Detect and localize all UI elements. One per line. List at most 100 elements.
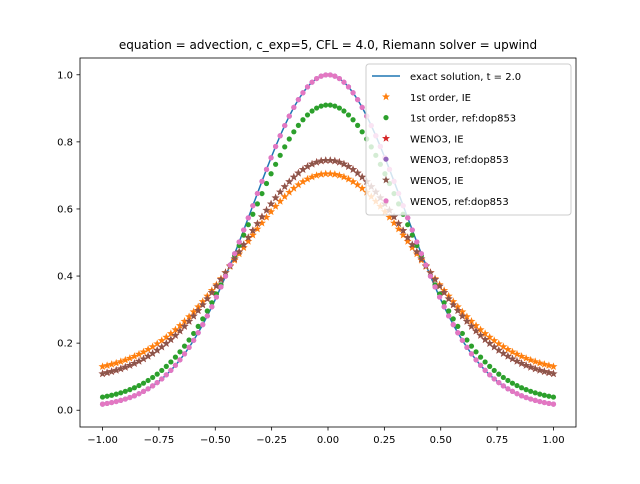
data-point xyxy=(335,158,344,166)
data-point xyxy=(145,386,151,392)
data-point xyxy=(98,362,107,370)
data-point xyxy=(314,105,320,111)
data-point xyxy=(462,312,471,321)
data-point xyxy=(455,323,461,329)
data-point xyxy=(280,182,289,191)
data-point xyxy=(159,376,165,382)
data-point xyxy=(513,357,522,365)
data-point xyxy=(267,199,276,208)
data-point xyxy=(453,306,462,314)
data-point xyxy=(522,361,531,369)
data-point xyxy=(509,388,516,395)
data-point xyxy=(477,354,484,360)
data-point xyxy=(435,281,444,290)
data-point xyxy=(537,391,543,397)
data-point xyxy=(353,180,362,189)
data-point xyxy=(473,349,479,355)
data-point xyxy=(450,316,456,322)
data-point xyxy=(262,206,271,214)
data-point xyxy=(157,336,166,344)
data-point xyxy=(212,281,221,290)
data-point xyxy=(168,359,174,365)
data-point xyxy=(259,178,265,184)
data-point xyxy=(309,79,315,85)
data-point xyxy=(185,317,194,325)
data-point xyxy=(526,355,535,364)
legend-item: 1st order, ref:dop853 xyxy=(383,114,516,125)
legend-swatch xyxy=(382,134,390,142)
data-point xyxy=(273,161,279,167)
data-point xyxy=(286,136,292,142)
data-point xyxy=(262,213,271,221)
data-point xyxy=(323,102,329,108)
data-point xyxy=(518,393,525,399)
data-point xyxy=(544,368,553,377)
data-point xyxy=(239,243,248,251)
data-point xyxy=(195,330,201,336)
data-point xyxy=(349,177,358,186)
data-point xyxy=(121,363,130,371)
data-point xyxy=(268,155,274,161)
data-point xyxy=(312,158,321,166)
data-point xyxy=(107,360,116,368)
data-point xyxy=(453,302,462,311)
data-point xyxy=(408,243,417,251)
legend-item: WENO5, IE xyxy=(382,175,464,187)
x-tick-label: −0.75 xyxy=(144,435,175,446)
data-point xyxy=(180,317,189,325)
data-point xyxy=(230,254,239,263)
legend-item: WENO3, ref:dop853 xyxy=(383,155,509,166)
legend-swatch xyxy=(383,156,389,162)
data-point xyxy=(500,383,506,389)
legend-item: 1st order, IE xyxy=(382,92,471,104)
data-point xyxy=(517,352,526,360)
data-point xyxy=(418,251,424,257)
x-tick-label: 0.25 xyxy=(373,435,395,446)
data-point xyxy=(464,344,470,350)
data-point xyxy=(546,393,552,399)
data-point xyxy=(321,156,330,164)
data-point xyxy=(423,262,429,268)
data-point xyxy=(172,354,179,360)
x-tick-label: 0.50 xyxy=(430,435,452,446)
axes: −1.00 −0.75 −0.50 −0.25 0.00 0.25 0.50 0.75 1.00… xyxy=(57,57,577,446)
data-point xyxy=(194,302,203,311)
data-point xyxy=(464,337,470,343)
data-point xyxy=(248,230,257,239)
data-point xyxy=(399,230,408,239)
data-point xyxy=(496,371,502,377)
data-point xyxy=(505,377,511,384)
data-point xyxy=(350,117,356,123)
data-point xyxy=(473,357,479,363)
data-point xyxy=(344,174,353,183)
data-point xyxy=(280,192,289,201)
data-point xyxy=(175,321,184,329)
x-tick-label: 0.75 xyxy=(486,435,508,446)
data-point xyxy=(285,188,294,196)
legend-label: 1st order, IE xyxy=(410,93,471,104)
data-point xyxy=(257,212,266,221)
data-point xyxy=(277,133,283,139)
data-point xyxy=(345,112,352,118)
data-point xyxy=(517,359,526,367)
data-point xyxy=(403,237,412,245)
data-point xyxy=(450,322,456,328)
legend-label: WENO5, ref:dop853 xyxy=(410,197,509,208)
data-point xyxy=(127,394,133,401)
data-point xyxy=(490,336,499,344)
data-point xyxy=(171,325,180,334)
data-point xyxy=(250,211,256,217)
data-point xyxy=(308,172,317,181)
data-point xyxy=(194,306,203,314)
data-point xyxy=(131,385,138,391)
data-point xyxy=(289,184,298,192)
data-point xyxy=(207,288,216,296)
data-point xyxy=(408,240,417,249)
data-point xyxy=(304,112,311,118)
data-point xyxy=(104,400,110,407)
data-point xyxy=(541,392,547,398)
data-point xyxy=(166,329,175,337)
data-point xyxy=(291,129,297,135)
data-point xyxy=(198,300,207,309)
data-point xyxy=(503,345,512,353)
